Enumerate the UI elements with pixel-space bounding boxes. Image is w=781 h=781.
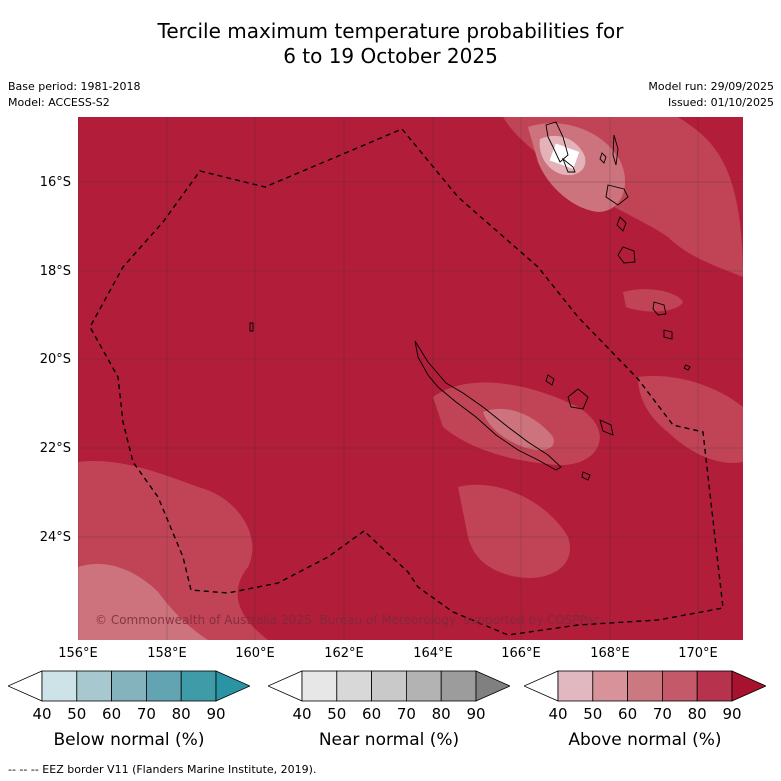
lat-label-22s: 22°S	[39, 441, 71, 456]
map-panel	[78, 117, 743, 640]
shade-region-white	[549, 143, 580, 169]
coastline-malekula	[561, 157, 576, 173]
colorbar-segment	[76, 670, 113, 702]
colorbar-segment	[696, 670, 733, 702]
coastline-chesterfield	[249, 322, 254, 332]
eez-border	[89, 128, 724, 636]
colorbar-extend-low	[8, 670, 43, 702]
lon-label-162e: 162°E	[324, 646, 364, 661]
colorbar-segment	[180, 670, 217, 702]
coastlines	[249, 121, 691, 481]
colorbar-segment	[371, 670, 407, 702]
lat-label-24s: 24°S	[39, 530, 71, 545]
colorbar-tick-label: 50	[327, 705, 347, 723]
eez-legend-footnote: -- -- -- EEZ border V11 (Flanders Marine…	[8, 763, 317, 776]
shade-region-southwest-light	[78, 563, 208, 640]
colorbar-tick-label: 40	[292, 705, 312, 723]
colorbar-tick-label: 50	[67, 705, 87, 723]
coastline-efate	[616, 216, 627, 232]
colorbar-tick-label: 80	[431, 705, 451, 723]
base-period: Base period: 1981-2018	[8, 80, 141, 93]
colorbar-tick-label: 80	[687, 705, 707, 723]
coastline-loyalty-1	[567, 388, 589, 410]
colorbar-tick-label: 60	[362, 705, 382, 723]
shade-region-south	[458, 484, 570, 578]
colorbar-segment	[557, 670, 594, 702]
meta-left: Base period: 1981-2018 Model: ACCESS-S2	[8, 79, 140, 111]
shade-region-east-lower	[638, 376, 743, 463]
colorbar-extend-high	[475, 670, 510, 702]
model-run: Model run: 29/09/2025	[648, 80, 774, 93]
coastline-isle-of-pines	[581, 471, 591, 481]
coastline-epi	[605, 184, 629, 206]
lon-label-166e: 166°E	[501, 646, 541, 661]
copyright-text: © Commonwealth of Australia 2025, Bureau…	[95, 613, 601, 627]
meta-right: Model run: 29/09/2025 Issued: 01/10/2025	[648, 79, 774, 111]
shade-region-new-caledonia-light	[483, 408, 554, 450]
colorbar-title-near-normal: Near normal (%)	[318, 730, 460, 750]
colorbar-extend-low	[524, 670, 559, 702]
colorbar-extend-low	[268, 670, 303, 702]
colorbar-tick-label: 40	[548, 705, 568, 723]
colorbar-segment	[145, 670, 182, 702]
colorbar-segment	[627, 670, 663, 702]
coastline-tanna	[652, 301, 667, 316]
chart-title: Tercile maximum temperature probabilitie…	[0, 19, 781, 69]
colorbar-tick-label: 40	[32, 705, 52, 723]
colorbar-tick-label: 90	[206, 705, 226, 723]
coastline-pentecost	[599, 152, 607, 164]
lat-label-20s: 20°S	[39, 352, 71, 367]
colorbar-tick-label: 70	[136, 705, 156, 723]
lon-label-170e: 170°E	[678, 646, 718, 661]
colorbar-tick-label: 70	[396, 705, 416, 723]
colorbar-segment	[661, 670, 698, 702]
colorbar-segment	[111, 670, 147, 702]
title-line-1: Tercile maximum temperature probabilitie…	[157, 19, 624, 43]
model-name: Model: ACCESS-S2	[8, 96, 110, 109]
shade-region-east-patch	[623, 289, 683, 312]
colorbar-segment	[336, 670, 373, 702]
colorbar-tick-label: 50	[583, 705, 603, 723]
map-svg	[78, 117, 743, 640]
colorbar-tick-label: 80	[171, 705, 191, 723]
coastline-loyalty-3	[545, 374, 555, 386]
colorbar-tick-label: 70	[652, 705, 672, 723]
colorbar-tick-label: 60	[618, 705, 638, 723]
colorbar-title-above-normal: Above normal (%)	[568, 730, 722, 750]
colorbar-segment	[41, 670, 78, 702]
lon-label-168e: 168°E	[590, 646, 630, 661]
lon-label-156e: 156°E	[58, 646, 98, 661]
coastline-maewo	[612, 134, 619, 166]
coastline-new-caledonia	[414, 340, 562, 471]
coastline-espiritu-santo	[545, 121, 569, 163]
coastline-loyalty-2	[599, 419, 614, 436]
lon-label-164e: 164°E	[413, 646, 453, 661]
graticule	[78, 117, 743, 640]
lon-label-158e: 158°E	[147, 646, 187, 661]
coastline-matthew	[683, 364, 691, 371]
colorbar-extend-high	[731, 670, 766, 702]
colorbar-segment	[301, 670, 338, 702]
colorbar-segment	[405, 670, 442, 702]
lat-label-16s: 16°S	[39, 175, 71, 190]
colorbar-segment	[592, 670, 629, 702]
coastline-erromango	[617, 246, 636, 264]
coastline-aneityum	[663, 329, 673, 340]
issued-date: Issued: 01/10/2025	[667, 96, 774, 109]
colorbar-tick-label: 90	[722, 705, 742, 723]
colorbar-tick-label: 60	[102, 705, 122, 723]
lon-label-160e: 160°E	[235, 646, 275, 661]
colorbar-near-normal	[268, 670, 510, 702]
colorbar-above-normal	[524, 670, 766, 702]
colorbar-tick-label: 90	[466, 705, 486, 723]
colorbar-below-normal	[8, 670, 250, 702]
lat-label-18s: 18°S	[39, 264, 71, 279]
colorbar-title-below-normal: Below normal (%)	[53, 730, 205, 750]
title-line-2: 6 to 19 October 2025	[283, 44, 498, 68]
colorbar-segment	[440, 670, 477, 702]
colorbar-extend-high	[215, 670, 250, 702]
